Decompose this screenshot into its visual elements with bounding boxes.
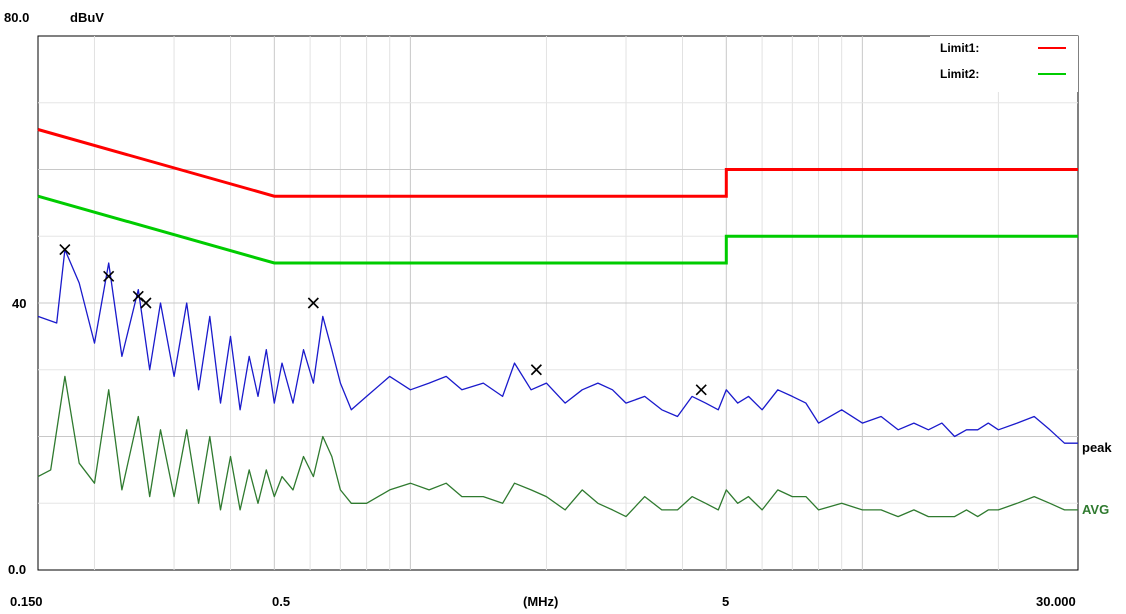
series-line-peak [37,248,1078,444]
limit-line-2 [37,194,1078,265]
legend-label-limit2: Limit2: [940,67,979,81]
y-tick-top: 80.0 [4,10,29,25]
x-tick-4: 30.000 [1036,594,1076,609]
limit-lines [37,128,1078,265]
peak-marker-6 [695,384,707,396]
y-tick-bottom: 0.0 [8,562,26,577]
series-label-peak: peak [1082,440,1112,455]
legend-box [930,36,1078,92]
peak-marker-4 [307,297,319,309]
y-axis-unit: dBuV [70,10,104,25]
peak-marker-5 [530,364,542,376]
limit-line-1 [37,128,1078,198]
legend-label-limit1: Limit1: [940,41,979,55]
data-series [37,248,1078,518]
peak-marker-0 [59,244,71,256]
x-tick-1: 0.5 [272,594,290,609]
peak-marker-1 [103,270,115,282]
series-line-avg [37,375,1078,518]
peak-markers [59,244,707,396]
series-label-avg: AVG [1082,502,1109,517]
x-axis-unit: (MHz) [523,594,558,609]
y-tick-mid: 40 [12,296,26,311]
x-tick-0: 0.150 [10,594,43,609]
legend: Limit1: Limit2: [930,36,1078,92]
peak-marker-3 [140,297,152,309]
x-tick-3: 5 [722,594,729,609]
